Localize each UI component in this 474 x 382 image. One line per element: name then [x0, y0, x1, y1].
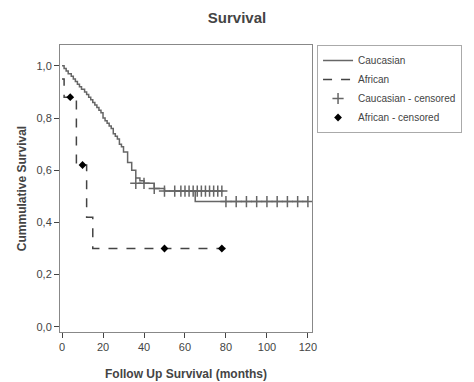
svg-text:60: 60 — [179, 341, 191, 353]
svg-text:0,6: 0,6 — [37, 164, 52, 176]
svg-text:80: 80 — [220, 341, 232, 353]
svg-text:0,0: 0,0 — [37, 321, 52, 333]
svg-text:Cummulative Survival: Cummulative Survival — [15, 126, 29, 251]
svg-text:120: 120 — [299, 341, 317, 353]
svg-text:Caucasian: Caucasian — [358, 55, 405, 66]
svg-text:Follow Up Survival (months): Follow Up Survival (months) — [105, 367, 267, 381]
svg-text:40: 40 — [138, 341, 150, 353]
svg-text:20: 20 — [97, 341, 109, 353]
svg-text:0,4: 0,4 — [37, 216, 52, 228]
svg-text:African: African — [358, 74, 389, 85]
svg-text:African - censored: African - censored — [358, 112, 439, 123]
svg-text:0,2: 0,2 — [37, 268, 52, 280]
svg-text:0: 0 — [59, 341, 65, 353]
svg-text:Caucasian - censored: Caucasian - censored — [358, 93, 455, 104]
svg-text:1,0: 1,0 — [37, 60, 52, 72]
svg-text:Survival: Survival — [208, 9, 266, 26]
svg-text:0,8: 0,8 — [37, 112, 52, 124]
svg-text:100: 100 — [258, 341, 276, 353]
